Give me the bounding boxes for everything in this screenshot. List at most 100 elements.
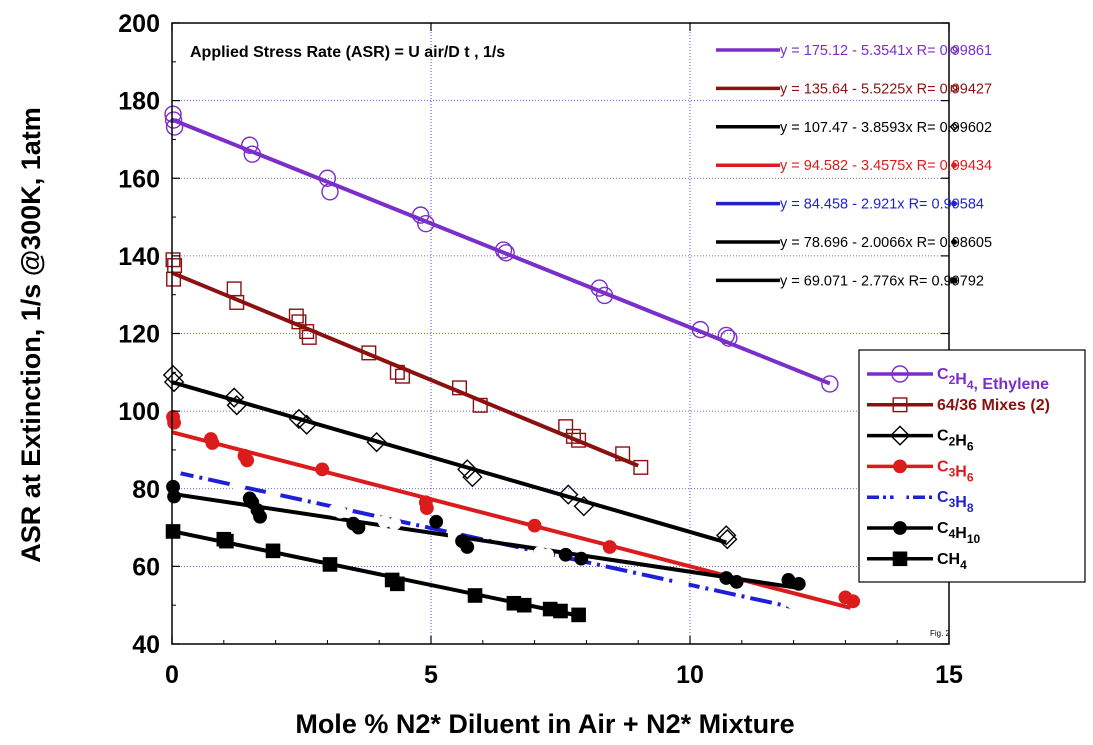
data-point-series-4 <box>333 505 347 519</box>
data-point-series-0 <box>494 241 513 259</box>
data-point-series-1 <box>451 380 467 396</box>
data-point-series-2 <box>296 414 317 435</box>
data-point-series-0 <box>821 375 839 393</box>
data-point-series-2 <box>223 387 245 408</box>
data-point-series-6 <box>390 576 405 592</box>
data-point-series-1 <box>395 368 411 384</box>
data-point-series-1 <box>472 397 488 413</box>
data-point-series-6 <box>467 588 483 603</box>
data-point-series-4 <box>168 464 182 478</box>
legend-marker-sample <box>892 397 908 413</box>
data-point-series-2 <box>717 529 738 550</box>
fit-equation: y = 107.47 - 3.8593x R= 0.99602 <box>780 120 992 136</box>
data-point-series-4 <box>541 548 555 562</box>
data-point-series-1 <box>615 446 631 462</box>
fit-line-5 <box>171 491 800 591</box>
legend-entry-label: 64/36 Mixes (2) <box>937 397 1050 414</box>
data-point-series-1 <box>165 252 181 268</box>
fit-line-2 <box>171 380 727 545</box>
legend-entry-label: CH4 <box>937 551 967 572</box>
data-point-series-1 <box>166 271 182 287</box>
legend-marker-sample <box>892 551 908 567</box>
equation-marker-sample <box>950 85 958 92</box>
data-point-series-1 <box>389 364 405 380</box>
data-point-series-1 <box>291 314 307 330</box>
data-point-series-1 <box>565 428 581 444</box>
x-tick-label: 10 <box>676 661 704 689</box>
y-axis-label: ASR at Extinction, 1/s @300K, 1atm <box>16 107 46 562</box>
data-point-series-1 <box>633 459 649 475</box>
data-point-series-3 <box>240 453 255 468</box>
data-point-series-4 <box>675 577 689 591</box>
data-point-series-3 <box>602 540 617 554</box>
data-point-series-0 <box>411 206 430 224</box>
data-point-series-4 <box>232 478 246 492</box>
data-point-series-0 <box>720 329 738 347</box>
data-point-series-3 <box>527 518 542 533</box>
data-point-series-4 <box>787 596 801 610</box>
data-point-series-0 <box>417 214 435 233</box>
data-point-series-6 <box>553 603 568 619</box>
data-point-series-2 <box>457 459 478 480</box>
data-point-series-5 <box>429 514 444 529</box>
data-point-series-2 <box>288 408 310 430</box>
data-point-series-2 <box>162 364 184 386</box>
grid <box>172 23 949 644</box>
data-point-series-5 <box>558 547 573 562</box>
fig-label: Fig. 2 <box>930 629 951 638</box>
fit-equation: y = 84.458 - 2.921x R= 0.99584 <box>780 197 984 213</box>
data-point-series-1 <box>558 419 574 435</box>
x-axis-label: Mole % N2* Diluent in Air + N2* Mixture <box>295 709 794 739</box>
equation-marker-sample <box>949 122 959 132</box>
data-point-series-0 <box>691 320 710 339</box>
legend-entry-label: C2H4, Ethylene <box>937 366 1049 393</box>
data-point-series-6 <box>516 597 532 613</box>
legend-entry-label: C3H8 <box>937 489 974 515</box>
data-point-series-2 <box>163 371 185 393</box>
legend-marker-sample <box>893 459 907 474</box>
fit-line-0 <box>171 117 831 386</box>
data-point-series-5 <box>729 575 744 589</box>
y-tick-label: 60 <box>132 553 160 581</box>
data-point-series-5 <box>253 509 267 524</box>
data-point-series-0 <box>165 118 184 136</box>
legend-marker-sample <box>891 365 909 383</box>
y-tick-label: 200 <box>118 10 160 38</box>
data-point-series-3 <box>419 501 434 516</box>
data-point-series-0 <box>164 111 183 129</box>
data-point-series-0 <box>321 183 339 201</box>
data-point-series-2 <box>366 431 387 453</box>
data-points <box>162 105 861 623</box>
data-point-series-0 <box>497 244 515 262</box>
data-point-series-3 <box>846 594 861 609</box>
data-point-series-6 <box>165 524 181 539</box>
data-point-series-5 <box>351 520 366 535</box>
y-tick-label: 140 <box>118 243 160 271</box>
legend-entry-label: C3H6 <box>937 458 974 484</box>
data-point-series-1 <box>229 294 245 310</box>
x-tick-label: 0 <box>165 661 179 689</box>
fit-equation: y = 78.696 - 2.0066x R= 0.98605 <box>780 235 992 251</box>
equation-marker-sample <box>951 162 957 169</box>
x-tick-label: 15 <box>935 661 963 689</box>
y-tick-label: 180 <box>118 88 160 116</box>
legend: C2H4, Ethylene 64/36 Mixes (2) C2H6 C3H6 C3H… <box>867 365 1050 572</box>
y-tick-label: 80 <box>132 476 160 504</box>
x-tick-label: 5 <box>424 661 438 689</box>
legend-marker-sample <box>889 425 911 446</box>
y-tick-label: 160 <box>118 165 160 193</box>
data-point-series-6 <box>219 533 234 549</box>
data-point-series-1 <box>361 345 377 361</box>
data-point-series-3 <box>205 436 220 450</box>
asr-annotation-text: Applied Stress Rate (ASR) = U air/D t , … <box>190 44 505 61</box>
data-point-series-5 <box>574 551 589 566</box>
data-point-series-2 <box>558 484 579 505</box>
fit-equations: y = 175.12 - 5.3541x R= 0.99861 y = 135.6… <box>716 43 992 289</box>
data-point-series-3 <box>167 415 181 430</box>
data-point-series-4 <box>388 517 402 531</box>
data-point-series-6 <box>265 543 281 559</box>
data-point-series-3 <box>315 462 330 477</box>
data-point-series-2 <box>462 466 483 488</box>
data-point-series-6 <box>322 557 338 572</box>
